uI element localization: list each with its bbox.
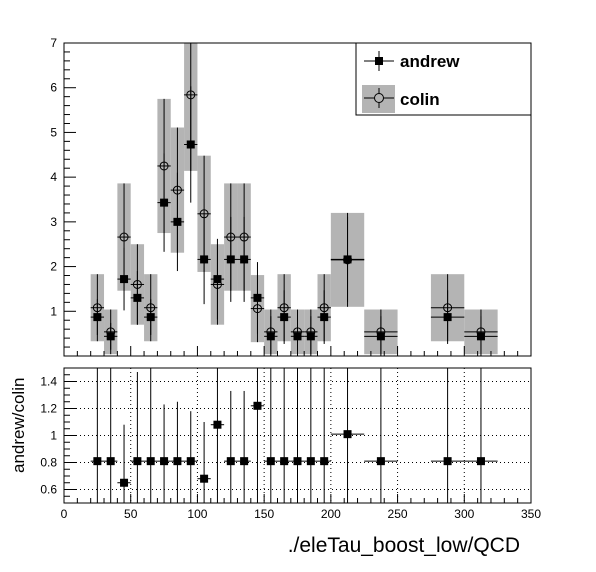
andrew-point — [160, 198, 169, 207]
ratio-x-tick-label: 250 — [388, 507, 408, 521]
legend-colin-label: colin — [400, 90, 440, 109]
ratio-y-tick-label: 1 — [50, 429, 57, 443]
ratio-y-axis: 0.6 0.8 1 1.2 1.4 — [40, 367, 76, 504]
ratio-x-tick-label: 50 — [124, 507, 138, 521]
andrew-point — [93, 313, 102, 322]
legend-andrew-marker — [375, 57, 383, 65]
ratio-grid — [64, 368, 531, 503]
main-plot-panel: 1 2 3 4 5 6 7 andrew colin — [50, 36, 532, 357]
andrew-point — [200, 255, 209, 264]
andrew-point — [133, 293, 142, 302]
andrew-point — [476, 332, 485, 341]
andrew-point — [293, 332, 302, 341]
andrew-point — [226, 255, 235, 264]
ratio-point — [343, 430, 352, 439]
andrew-point — [240, 255, 249, 264]
ratio-point — [306, 457, 315, 466]
ratio-point — [376, 457, 385, 466]
andrew-point — [306, 332, 315, 341]
main-y-tick-label: 2 — [50, 260, 57, 274]
main-x-axis-ticks — [63, 346, 532, 356]
ratio-x-tick-label: 0 — [61, 507, 68, 521]
main-y-tick-label: 4 — [50, 170, 57, 184]
legend-andrew-label: andrew — [400, 52, 460, 71]
andrew-point — [253, 293, 262, 302]
ratio-point — [200, 474, 209, 483]
ratio-point — [186, 457, 195, 466]
legend-colin-marker — [374, 93, 384, 103]
ratio-y-tick-label: 1.2 — [40, 402, 57, 416]
ratio-point — [93, 457, 102, 466]
andrew-point — [266, 332, 275, 341]
ratio-point — [106, 457, 115, 466]
ratio-series — [90, 368, 498, 503]
andrew-point — [120, 275, 129, 284]
ratio-point — [120, 478, 129, 487]
ratio-x-tick-label: 300 — [454, 507, 474, 521]
andrew-point — [173, 217, 182, 226]
andrew-point — [146, 313, 155, 322]
andrew-point — [280, 313, 289, 322]
ratio-point — [476, 457, 485, 466]
ratio-point — [133, 457, 142, 466]
ratio-point — [253, 401, 262, 410]
ratio-x-tick-label: 150 — [254, 507, 274, 521]
andrew-point — [186, 140, 195, 149]
andrew-point — [320, 313, 329, 322]
ratio-point — [240, 457, 249, 466]
andrew-point — [213, 275, 222, 284]
ratio-point — [293, 457, 302, 466]
ratio-x-tick-label: 100 — [187, 507, 207, 521]
ratio-x-tick-label: 200 — [321, 507, 341, 521]
andrew-point — [443, 313, 452, 322]
main-y-tick-label: 6 — [50, 81, 57, 95]
main-y-tick-label: 3 — [50, 215, 57, 229]
ratio-point — [173, 457, 182, 466]
ratio-x-tick-label: 350 — [521, 507, 541, 521]
main-y-axis: 1 2 3 4 5 6 7 — [50, 36, 76, 357]
ratio-point — [146, 457, 155, 466]
ratio-y-tick-label: 0.6 — [40, 483, 57, 497]
andrew-point — [106, 332, 115, 341]
ratio-point — [443, 457, 452, 466]
andrew-point — [376, 332, 385, 341]
ratio-point — [213, 420, 222, 429]
ratio-y-axis-title: andrew/colin — [9, 378, 28, 473]
ratio-plot-panel: 0.6 0.8 1 1.2 1.4 0 50 100 150 200 250 300 350 — [40, 367, 541, 521]
x-axis-title: ./eleTau_boost_low/QCD — [288, 534, 520, 557]
main-y-tick-label: 7 — [50, 36, 57, 50]
ratio-point — [280, 457, 289, 466]
main-y-tick-label: 1 — [50, 304, 57, 318]
andrew-series — [90, 86, 498, 356]
ratio-y-tick-label: 0.8 — [40, 456, 57, 470]
ratio-x-axis: 0 50 100 150 200 250 300 350 — [61, 494, 541, 521]
colin-point — [119, 232, 129, 242]
main-y-tick-label: 5 — [50, 125, 57, 139]
andrew-point — [343, 255, 352, 264]
ratio-point — [160, 457, 169, 466]
ratio-y-tick-label: 1.4 — [40, 375, 57, 389]
ratio-point — [320, 457, 329, 466]
ratio-point — [226, 457, 235, 466]
ratio-point — [266, 457, 275, 466]
legend: andrew colin — [355, 42, 532, 116]
